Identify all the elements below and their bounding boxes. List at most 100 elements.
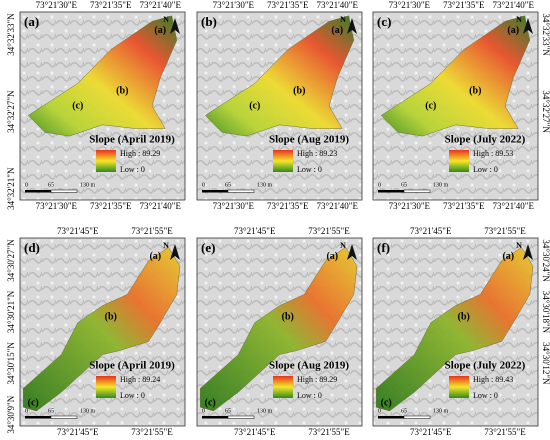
lon-label: 73°21'30"E xyxy=(389,201,431,211)
lon-label: 73°21'45"E xyxy=(234,427,276,437)
lon-label: 73°21'40"E xyxy=(317,201,359,211)
legend-ramp xyxy=(273,376,293,398)
map-panel: (f) N(a) (b) (c) Slope (July 2022) High : 89.… xyxy=(372,226,550,437)
scale-label: 65 xyxy=(48,182,54,188)
lon-label: 73°21'55"E xyxy=(484,226,526,236)
scale-label: 130 m xyxy=(80,408,96,414)
site-label: (b) xyxy=(469,85,481,96)
lon-label: 73°21'55"E xyxy=(131,427,173,437)
scale-bar xyxy=(50,189,78,193)
lon-label: 73°21'45"E xyxy=(234,226,276,236)
lon-label: 73°21'30"E xyxy=(36,0,78,10)
legend-title: Slope (Aug 2019) xyxy=(269,360,349,372)
slope-raster xyxy=(27,15,178,137)
lon-label: 73°21'30"E xyxy=(36,201,78,211)
lon-label: 73°21'35"E xyxy=(267,201,309,211)
north-arrow xyxy=(523,244,533,260)
scale-label: 65 xyxy=(225,182,231,188)
site-label: (a) xyxy=(502,251,514,262)
legend-high: High : 89.43 xyxy=(473,375,513,384)
site-label: (c) xyxy=(28,398,39,409)
site-label: (c) xyxy=(381,398,392,409)
scale-bar xyxy=(403,415,431,419)
slope-raster xyxy=(380,15,531,137)
lon-label: 73°21'40"E xyxy=(140,0,182,10)
legend-ramp xyxy=(449,150,469,172)
lon-label: 73°21'40"E xyxy=(140,201,182,211)
scale-label: 0 xyxy=(202,408,205,414)
lon-label: 73°21'35"E xyxy=(267,0,309,10)
scale-bar xyxy=(378,190,404,193)
lat-label: 34°32'33"N xyxy=(541,13,550,56)
lon-label: 73°21'30"E xyxy=(213,201,255,211)
legend-ramp xyxy=(96,376,116,398)
north-arrow xyxy=(523,18,533,34)
scale-bar xyxy=(227,189,255,193)
panel-label: (f) xyxy=(377,240,390,255)
north-label: N xyxy=(340,15,346,24)
legend-title: Slope (Aug 2019) xyxy=(269,134,349,146)
lat-label: 34°30'24"N xyxy=(541,239,550,282)
north-label: N xyxy=(516,15,522,24)
legend-title: Slope (July 2022) xyxy=(445,134,526,146)
north-arrow xyxy=(347,18,357,34)
site-label: (a) xyxy=(326,251,338,262)
legend-high: High : 89.24 xyxy=(120,375,160,384)
scale-label: 0 xyxy=(25,408,28,414)
slope-raster xyxy=(23,247,181,412)
lon-label: 73°21'35"E xyxy=(90,0,132,10)
site-label: (a) xyxy=(154,25,166,36)
scale-bar xyxy=(378,416,404,419)
site-label: (c) xyxy=(205,398,216,409)
lon-label: 73°21'55"E xyxy=(308,427,350,437)
lon-label: 73°21'35"E xyxy=(443,201,485,211)
north-arrow xyxy=(347,244,357,260)
scale-label: 65 xyxy=(401,408,407,414)
legend-high: High : 89.23 xyxy=(297,149,337,158)
lon-label: 73°21'35"E xyxy=(443,0,485,10)
panel-label: (d) xyxy=(24,240,40,255)
lat-label: 34°30'15"N xyxy=(6,342,16,385)
lat-label: 34°30'12"N xyxy=(541,342,550,385)
legend-low: Low : 0 xyxy=(297,165,322,174)
lat-label: 34°32'27"N xyxy=(6,90,16,133)
site-label: (b) xyxy=(458,311,470,322)
slope-raster xyxy=(376,247,534,412)
scale-label: 130 m xyxy=(257,182,273,188)
legend-title: Slope (July 2022) xyxy=(445,360,526,372)
lon-label: 73°21'40"E xyxy=(493,0,535,10)
north-label: N xyxy=(163,241,169,250)
site-label: (b) xyxy=(282,311,294,322)
scale-label: 65 xyxy=(225,408,231,414)
scale-label: 130 m xyxy=(80,182,96,188)
legend-low: Low : 0 xyxy=(297,391,322,400)
lon-label: 73°21'45"E xyxy=(410,226,452,236)
lon-label: 73°21'55"E xyxy=(308,226,350,236)
site-label: (b) xyxy=(116,85,128,96)
lon-label: 73°21'55"E xyxy=(484,427,526,437)
lon-label: 73°21'45"E xyxy=(57,226,99,236)
legend-low: Low : 0 xyxy=(120,165,145,174)
lon-label: 73°21'30"E xyxy=(389,0,431,10)
scale-bar xyxy=(202,190,228,193)
legend-low: Low : 0 xyxy=(120,391,145,400)
map-panel: (b) N(a) (b) (c) Slope (Aug 2019) High : 89.2… xyxy=(196,0,363,211)
lon-label: 73°21'40"E xyxy=(317,0,359,10)
slope-raster xyxy=(204,15,355,137)
north-label: N xyxy=(163,15,169,24)
legend-ramp xyxy=(273,150,293,172)
lat-label: 34°30'21"N xyxy=(6,290,16,333)
lon-label: 73°21'30"E xyxy=(213,0,255,10)
legend-ramp xyxy=(96,150,116,172)
site-label: (a) xyxy=(507,25,519,36)
lat-label: 34°32'33"N xyxy=(6,13,16,56)
scale-bar xyxy=(25,190,51,193)
scale-label: 130 m xyxy=(433,182,449,188)
lon-label: 73°21'45"E xyxy=(57,427,99,437)
panel-label: (e) xyxy=(201,240,215,255)
legend-high: High : 89.29 xyxy=(297,375,337,384)
scale-label: 65 xyxy=(48,408,54,414)
panel-label: (c) xyxy=(377,14,391,29)
scale-label: 0 xyxy=(378,408,381,414)
site-label: (c) xyxy=(72,100,83,111)
